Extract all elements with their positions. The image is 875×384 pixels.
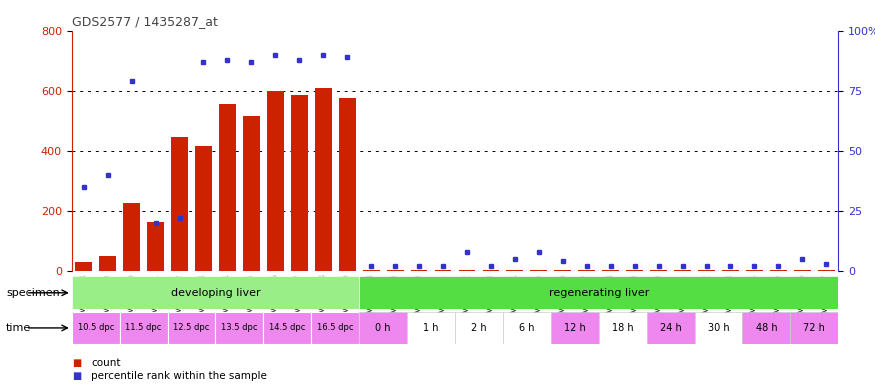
Text: 13.5 dpc: 13.5 dpc xyxy=(221,323,257,333)
Text: 1 h: 1 h xyxy=(424,323,438,333)
Text: time: time xyxy=(6,323,32,333)
Bar xyxy=(555,270,571,271)
Bar xyxy=(695,312,742,344)
Bar xyxy=(72,312,120,344)
Text: 16.5 dpc: 16.5 dpc xyxy=(317,323,354,333)
Bar xyxy=(410,270,428,271)
Bar xyxy=(746,270,763,271)
Bar xyxy=(360,312,407,344)
Bar xyxy=(360,276,838,309)
Bar xyxy=(120,312,168,344)
Bar xyxy=(195,146,212,271)
Bar xyxy=(647,312,695,344)
Bar xyxy=(551,312,598,344)
Text: ■: ■ xyxy=(72,371,81,381)
Text: 11.5 dpc: 11.5 dpc xyxy=(125,323,162,333)
Bar xyxy=(168,312,215,344)
Bar xyxy=(507,270,523,271)
Text: 48 h: 48 h xyxy=(756,323,777,333)
Text: count: count xyxy=(91,358,121,368)
Bar xyxy=(435,270,452,271)
Bar xyxy=(263,312,312,344)
Bar xyxy=(530,270,547,271)
Bar xyxy=(387,270,403,271)
Text: 12 h: 12 h xyxy=(564,323,585,333)
Bar xyxy=(602,270,620,271)
Text: 18 h: 18 h xyxy=(612,323,634,333)
Text: 24 h: 24 h xyxy=(660,323,682,333)
Text: 72 h: 72 h xyxy=(803,323,825,333)
Text: 10.5 dpc: 10.5 dpc xyxy=(78,323,114,333)
Text: 0 h: 0 h xyxy=(375,323,391,333)
Text: developing liver: developing liver xyxy=(171,288,260,298)
Text: 6 h: 6 h xyxy=(519,323,535,333)
Bar xyxy=(698,270,715,271)
Text: specimen: specimen xyxy=(6,288,60,298)
Text: GDS2577 / 1435287_at: GDS2577 / 1435287_at xyxy=(72,15,218,28)
Bar xyxy=(674,270,691,271)
Bar xyxy=(290,95,308,271)
Bar xyxy=(123,203,140,271)
Bar xyxy=(818,270,835,271)
Bar xyxy=(598,312,647,344)
Bar xyxy=(267,91,284,271)
Bar xyxy=(458,270,475,271)
Bar xyxy=(482,270,500,271)
Bar xyxy=(99,257,116,271)
Bar xyxy=(742,312,790,344)
Bar xyxy=(339,98,355,271)
Bar xyxy=(147,222,164,271)
Bar xyxy=(770,270,787,271)
Text: 30 h: 30 h xyxy=(708,323,729,333)
Bar xyxy=(315,88,332,271)
Bar xyxy=(794,270,811,271)
Bar xyxy=(407,312,455,344)
Bar xyxy=(455,312,503,344)
Bar xyxy=(312,312,360,344)
Bar xyxy=(215,312,263,344)
Bar xyxy=(650,270,667,271)
Bar xyxy=(75,262,92,271)
Bar xyxy=(578,270,595,271)
Text: 14.5 dpc: 14.5 dpc xyxy=(270,323,305,333)
Bar xyxy=(363,270,380,271)
Bar xyxy=(626,270,643,271)
Bar xyxy=(72,276,360,309)
Text: regenerating liver: regenerating liver xyxy=(549,288,649,298)
Bar xyxy=(243,116,260,271)
Text: 12.5 dpc: 12.5 dpc xyxy=(173,323,210,333)
Text: 2 h: 2 h xyxy=(471,323,487,333)
Text: percentile rank within the sample: percentile rank within the sample xyxy=(91,371,267,381)
Bar xyxy=(172,137,188,271)
Bar xyxy=(219,104,236,271)
Text: ■: ■ xyxy=(72,358,81,368)
Bar xyxy=(503,312,551,344)
Bar xyxy=(722,270,738,271)
Bar xyxy=(790,312,838,344)
